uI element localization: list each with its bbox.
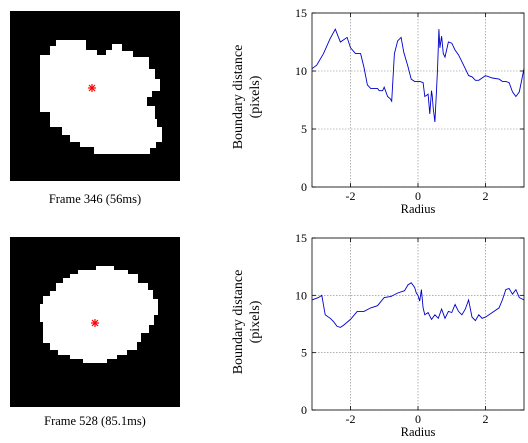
y-tick-label: 15 <box>295 231 307 245</box>
frame-image-1 <box>10 11 180 181</box>
x-tick-label: -2 <box>345 189 355 203</box>
y-axis-label-2-line1: Boundary distance <box>231 269 246 375</box>
y-axis-label-1-line2: (pixels) <box>248 75 263 119</box>
x-tick-label: 2 <box>483 189 489 203</box>
y-axis-label-1-line1: Boundary distance <box>231 44 246 150</box>
y-axis-label-1: Boundary distance (pixels) <box>230 27 264 167</box>
y-tick-label: 10 <box>295 288 307 302</box>
frame-caption-1: Frame 346 (56ms) <box>48 192 142 206</box>
frame-caption-2: Frame 528 (85.1ms) <box>44 414 146 428</box>
plot-frame <box>311 237 525 411</box>
x-tick-label: 2 <box>483 412 489 426</box>
centroid-marker-1 <box>88 84 96 92</box>
x-tick-label: 0 <box>415 412 421 426</box>
y-tick-label: 15 <box>295 6 307 20</box>
y-axis-label-2-line2: (pixels) <box>248 300 263 344</box>
blob-shape-2 <box>40 266 158 363</box>
x-axis-label: Radius <box>401 202 436 216</box>
y-tick-label: 5 <box>301 122 307 136</box>
x-axis-label: Radius <box>401 425 436 439</box>
boundary-distance-plot-2: -2 0 2 0 5 10 15 Radius <box>295 231 525 439</box>
centroid-marker-2 <box>91 319 99 327</box>
y-tick-label: 5 <box>301 346 307 360</box>
y-axis-label-2: Boundary distance (pixels) <box>230 252 264 392</box>
blob-shape-1 <box>40 40 162 154</box>
y-tick-label: 10 <box>295 64 307 78</box>
x-tick-label: -2 <box>345 412 355 426</box>
x-tick-label: 0 <box>415 189 421 203</box>
series-line <box>311 28 525 123</box>
boundary-distance-plot-1: -2 0 2 0 5 10 15 Radius <box>295 6 525 216</box>
frame-image-2 <box>10 237 180 407</box>
y-tick-label: 0 <box>301 403 307 417</box>
y-tick-label: 0 <box>301 180 307 194</box>
series-line <box>311 282 525 328</box>
